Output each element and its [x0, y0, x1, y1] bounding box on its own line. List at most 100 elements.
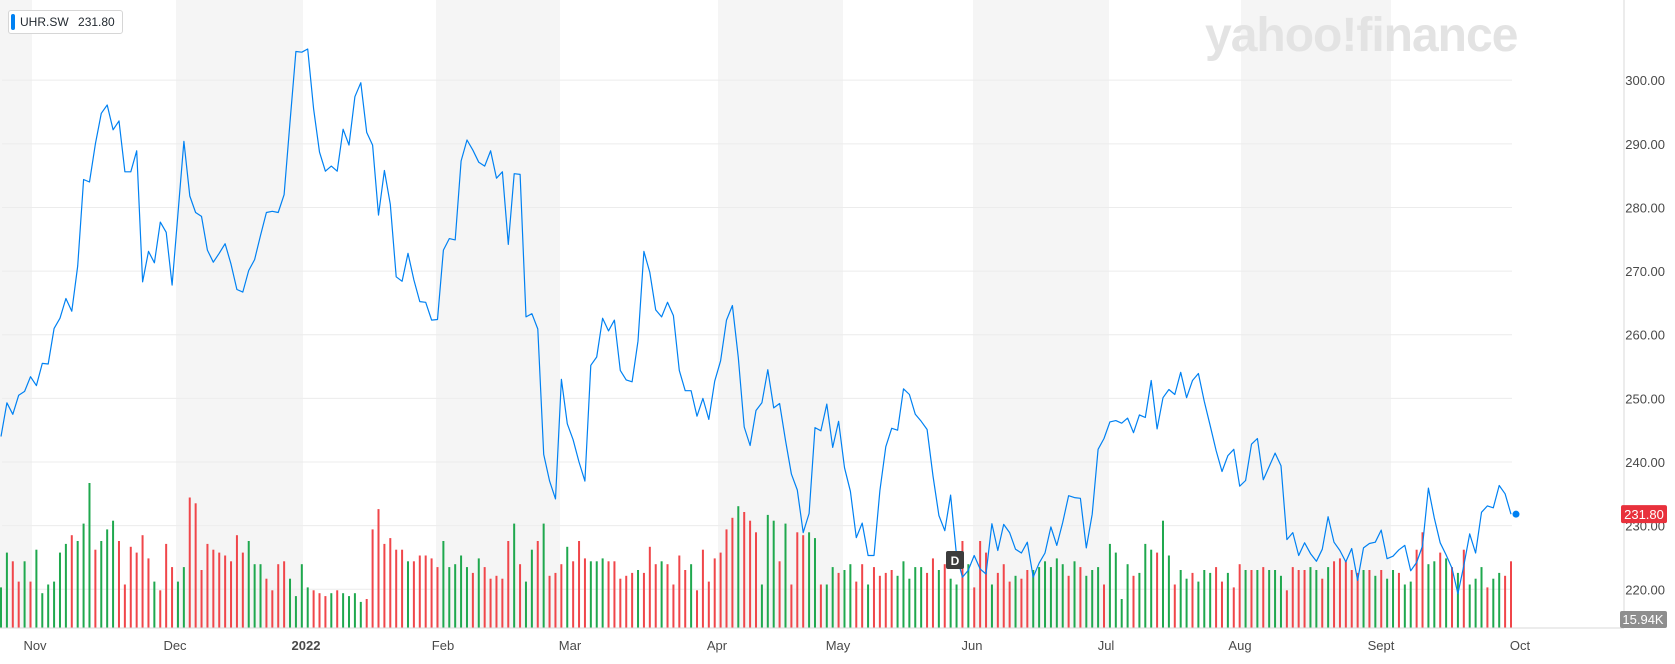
y-tick-label: 300.00: [1625, 73, 1665, 88]
volume-bar: [1309, 567, 1312, 628]
volume-bar: [701, 549, 704, 628]
volume-bar: [1433, 561, 1436, 628]
volume-bar: [595, 561, 598, 628]
last-price-marker: [1512, 510, 1520, 518]
volume-bar: [1173, 584, 1176, 628]
volume-bar: [1321, 578, 1324, 628]
volume-bar: [648, 546, 651, 628]
month-band: [436, 0, 560, 628]
volume-bar: [1333, 561, 1336, 628]
volume-bar: [401, 549, 404, 628]
volume-bar: [1492, 578, 1495, 628]
volume-bar: [218, 552, 221, 628]
volume-bar: [914, 567, 917, 628]
volume-bar: [760, 584, 763, 628]
volume-bar: [188, 497, 191, 628]
volume-bar: [908, 578, 911, 628]
volume-bar: [100, 541, 103, 628]
volume-bar: [389, 538, 392, 628]
series-color-swatch: [11, 14, 15, 30]
x-tick-label: Nov: [23, 638, 47, 653]
volume-bar: [1421, 532, 1424, 628]
volume-bar: [1268, 570, 1271, 628]
volume-bar: [890, 570, 893, 628]
ticker-last-price: 231.80: [78, 15, 115, 29]
volume-bar: [1439, 552, 1442, 628]
volume-bar: [778, 561, 781, 628]
volume-bar: [1462, 549, 1465, 628]
volume-bar: [737, 506, 740, 628]
volume-bar: [112, 520, 115, 628]
volume-bar: [1167, 555, 1170, 628]
volume-bar: [58, 552, 61, 628]
volume-bar: [383, 543, 386, 628]
volume-bar: [666, 564, 669, 628]
x-tick-label: 2022: [292, 638, 321, 653]
price-series: [0, 48, 1520, 595]
volume-bar: [1161, 520, 1164, 628]
volume-bar: [1150, 549, 1153, 628]
volume-bar: [696, 590, 699, 628]
volume-bar: [23, 561, 26, 628]
volume-bar: [1138, 572, 1141, 628]
volume-bar: [460, 555, 463, 628]
volume-bar: [194, 503, 197, 628]
ticker-legend[interactable]: UHR.SW 231.80: [8, 10, 123, 34]
volume-bar: [1468, 584, 1471, 628]
x-tick-label: Feb: [432, 638, 454, 653]
volume-bar: [141, 535, 144, 628]
volume-bar: [878, 575, 881, 628]
volume-bar: [1474, 578, 1477, 628]
volume-bar: [477, 558, 480, 628]
volume-bar: [1108, 543, 1111, 628]
volume-bar: [1279, 575, 1282, 628]
volume-bar: [1061, 564, 1064, 628]
y-tick-label: 290.00: [1625, 137, 1665, 152]
volume-bar: [224, 555, 227, 628]
volume-bar: [772, 520, 775, 628]
volume-bar: [17, 581, 20, 628]
volume-bar: [277, 564, 280, 628]
volume-bar: [359, 601, 362, 628]
volume-bar: [377, 509, 380, 628]
volume-bar: [1291, 567, 1294, 628]
volume-bar: [631, 572, 634, 628]
volume-bar: [1250, 570, 1253, 628]
volume-bar: [1220, 581, 1223, 628]
x-tick-label: Oct: [1510, 638, 1531, 653]
volume-bar: [513, 523, 516, 628]
volume-bar: [931, 558, 934, 628]
volume-bar: [495, 575, 498, 628]
volume-bar: [749, 520, 752, 628]
volume-bar: [454, 564, 457, 628]
volume-bar: [672, 584, 675, 628]
volume-bar: [1120, 599, 1123, 628]
volume-bar: [353, 593, 356, 628]
x-tick-label: May: [826, 638, 851, 653]
volume-bar: [88, 483, 91, 628]
volume-bar: [937, 570, 940, 628]
volume-bar: [967, 564, 970, 628]
volume-bar: [70, 535, 73, 628]
volume-bar: [690, 564, 693, 628]
price-line: [0, 48, 1512, 595]
volume-bar: [106, 529, 109, 628]
month-band: [973, 0, 1109, 628]
volume-bar: [1232, 587, 1235, 628]
volume-bar: [542, 523, 545, 628]
y-tick-label: 250.00: [1625, 391, 1665, 406]
x-tick-label: Mar: [559, 638, 582, 653]
volume-bar: [943, 564, 946, 628]
volume-bar: [11, 561, 14, 628]
volume-bar: [861, 564, 864, 628]
volume-bar: [619, 578, 622, 628]
volume-bar: [64, 543, 67, 628]
volume-bar: [1179, 570, 1182, 628]
volume-bar: [973, 587, 976, 628]
volume-bar: [920, 567, 923, 628]
yahoo-finance-watermark: yahoo!finance: [1205, 9, 1518, 62]
x-tick-label: Sept: [1368, 638, 1395, 653]
volume-bar: [489, 578, 492, 628]
